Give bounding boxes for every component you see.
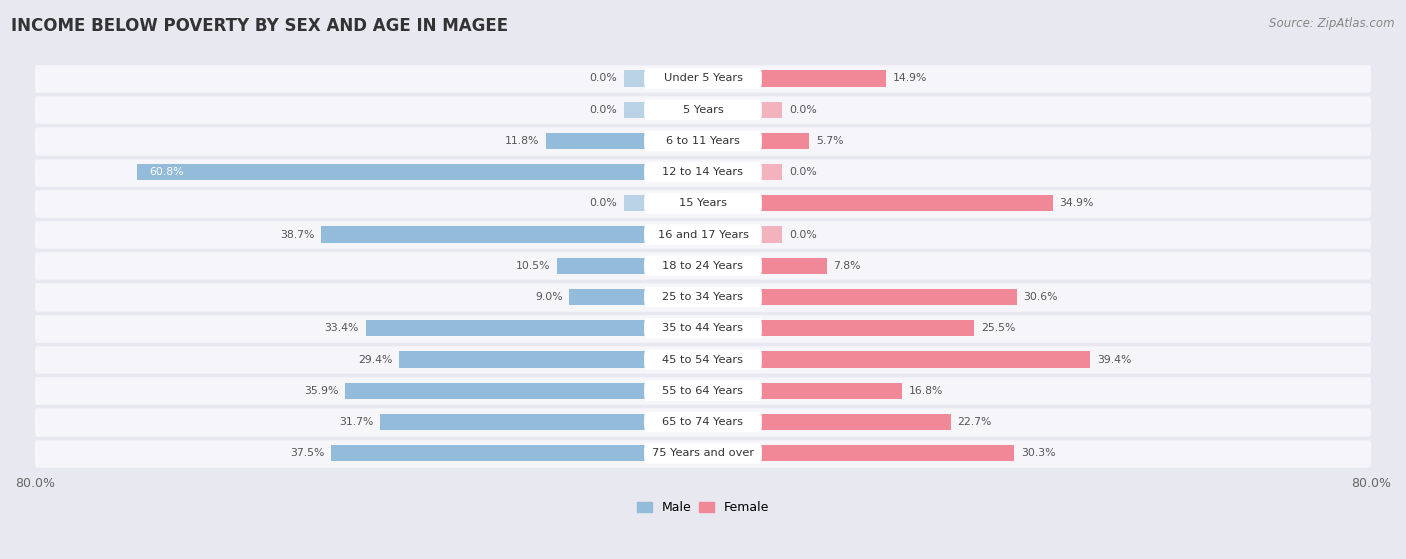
FancyBboxPatch shape bbox=[644, 255, 762, 276]
Text: 6 to 11 Years: 6 to 11 Years bbox=[666, 136, 740, 146]
Text: 5 Years: 5 Years bbox=[683, 105, 723, 115]
Bar bbox=[762, 258, 827, 274]
FancyBboxPatch shape bbox=[644, 411, 762, 432]
FancyBboxPatch shape bbox=[644, 193, 762, 214]
Text: 31.7%: 31.7% bbox=[339, 417, 373, 427]
Bar bbox=[762, 164, 782, 180]
FancyBboxPatch shape bbox=[35, 126, 1371, 156]
FancyBboxPatch shape bbox=[35, 407, 1371, 437]
Bar bbox=[624, 70, 644, 87]
Bar bbox=[399, 352, 644, 368]
Text: 22.7%: 22.7% bbox=[957, 417, 993, 427]
Bar bbox=[557, 258, 644, 274]
Bar bbox=[762, 320, 974, 337]
Text: 7.8%: 7.8% bbox=[834, 261, 860, 271]
Text: 5.7%: 5.7% bbox=[815, 136, 844, 146]
Bar bbox=[332, 445, 644, 461]
Bar bbox=[546, 133, 644, 149]
Bar bbox=[762, 414, 950, 430]
FancyBboxPatch shape bbox=[644, 381, 762, 401]
Bar bbox=[762, 445, 1015, 461]
Text: 65 to 74 Years: 65 to 74 Years bbox=[662, 417, 744, 427]
Text: 11.8%: 11.8% bbox=[505, 136, 540, 146]
Bar bbox=[136, 164, 644, 180]
Text: 0.0%: 0.0% bbox=[589, 198, 617, 209]
Bar bbox=[762, 382, 901, 399]
FancyBboxPatch shape bbox=[35, 157, 1371, 187]
FancyBboxPatch shape bbox=[35, 251, 1371, 281]
Bar bbox=[569, 289, 644, 305]
Bar bbox=[762, 102, 782, 118]
FancyBboxPatch shape bbox=[644, 318, 762, 339]
Text: 55 to 64 Years: 55 to 64 Years bbox=[662, 386, 744, 396]
Bar bbox=[380, 414, 644, 430]
Text: 14.9%: 14.9% bbox=[893, 73, 927, 83]
Legend: Male, Female: Male, Female bbox=[631, 496, 775, 519]
FancyBboxPatch shape bbox=[644, 68, 762, 89]
Text: 33.4%: 33.4% bbox=[325, 323, 359, 333]
Text: 35.9%: 35.9% bbox=[304, 386, 337, 396]
Text: 37.5%: 37.5% bbox=[291, 448, 325, 458]
FancyBboxPatch shape bbox=[35, 313, 1371, 343]
Text: 25 to 34 Years: 25 to 34 Years bbox=[662, 292, 744, 302]
Text: 16 and 17 Years: 16 and 17 Years bbox=[658, 230, 748, 240]
Text: 12 to 14 Years: 12 to 14 Years bbox=[662, 167, 744, 177]
Bar bbox=[624, 195, 644, 211]
Bar bbox=[762, 70, 886, 87]
FancyBboxPatch shape bbox=[35, 438, 1371, 468]
Text: 16.8%: 16.8% bbox=[908, 386, 943, 396]
Text: 0.0%: 0.0% bbox=[789, 105, 817, 115]
Text: INCOME BELOW POVERTY BY SEX AND AGE IN MAGEE: INCOME BELOW POVERTY BY SEX AND AGE IN M… bbox=[11, 17, 509, 35]
Text: Under 5 Years: Under 5 Years bbox=[664, 73, 742, 83]
Bar bbox=[322, 226, 644, 243]
Bar bbox=[762, 226, 782, 243]
FancyBboxPatch shape bbox=[35, 188, 1371, 219]
FancyBboxPatch shape bbox=[35, 94, 1371, 125]
FancyBboxPatch shape bbox=[35, 220, 1371, 249]
Bar bbox=[762, 133, 808, 149]
Text: 30.6%: 30.6% bbox=[1024, 292, 1059, 302]
Text: 10.5%: 10.5% bbox=[516, 261, 550, 271]
Text: 0.0%: 0.0% bbox=[789, 167, 817, 177]
FancyBboxPatch shape bbox=[644, 224, 762, 245]
Bar bbox=[762, 195, 1053, 211]
Text: 0.0%: 0.0% bbox=[589, 105, 617, 115]
FancyBboxPatch shape bbox=[644, 100, 762, 120]
Text: 38.7%: 38.7% bbox=[280, 230, 315, 240]
Text: 18 to 24 Years: 18 to 24 Years bbox=[662, 261, 744, 271]
Text: 15 Years: 15 Years bbox=[679, 198, 727, 209]
Text: 39.4%: 39.4% bbox=[1097, 354, 1132, 364]
Text: 30.3%: 30.3% bbox=[1021, 448, 1056, 458]
FancyBboxPatch shape bbox=[35, 376, 1371, 406]
Text: 0.0%: 0.0% bbox=[589, 73, 617, 83]
FancyBboxPatch shape bbox=[644, 162, 762, 182]
Text: Source: ZipAtlas.com: Source: ZipAtlas.com bbox=[1270, 17, 1395, 30]
Bar bbox=[624, 102, 644, 118]
Bar bbox=[762, 289, 1017, 305]
FancyBboxPatch shape bbox=[644, 131, 762, 151]
Text: 60.8%: 60.8% bbox=[149, 167, 184, 177]
Text: 34.9%: 34.9% bbox=[1060, 198, 1094, 209]
Bar bbox=[762, 352, 1091, 368]
Text: 29.4%: 29.4% bbox=[359, 354, 392, 364]
FancyBboxPatch shape bbox=[35, 64, 1371, 93]
FancyBboxPatch shape bbox=[35, 344, 1371, 375]
FancyBboxPatch shape bbox=[644, 349, 762, 370]
Text: 9.0%: 9.0% bbox=[536, 292, 562, 302]
Text: 0.0%: 0.0% bbox=[789, 230, 817, 240]
Text: 25.5%: 25.5% bbox=[981, 323, 1015, 333]
FancyBboxPatch shape bbox=[644, 443, 762, 463]
FancyBboxPatch shape bbox=[35, 282, 1371, 312]
Text: 35 to 44 Years: 35 to 44 Years bbox=[662, 323, 744, 333]
Bar bbox=[344, 382, 644, 399]
Text: 45 to 54 Years: 45 to 54 Years bbox=[662, 354, 744, 364]
Bar bbox=[366, 320, 644, 337]
Text: 75 Years and over: 75 Years and over bbox=[652, 448, 754, 458]
FancyBboxPatch shape bbox=[644, 287, 762, 307]
